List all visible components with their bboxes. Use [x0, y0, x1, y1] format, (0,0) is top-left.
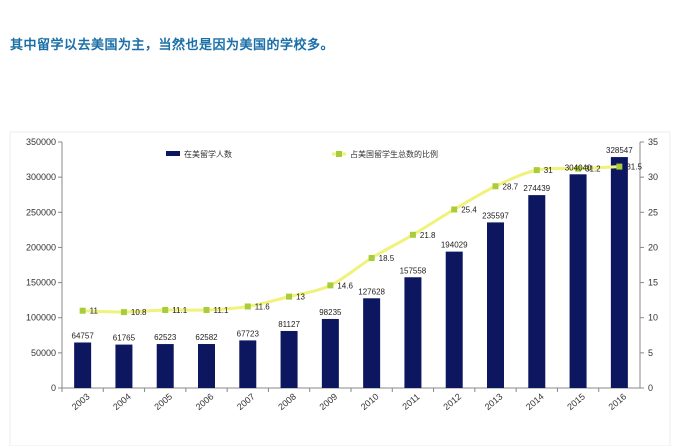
bar [239, 340, 257, 388]
bar [404, 277, 422, 388]
bar-value-label: 67723 [237, 329, 260, 338]
y-right-tick-label: 5 [648, 348, 653, 358]
bar-value-label: 304040 [565, 163, 592, 172]
bar [569, 174, 587, 388]
y-left-tick-label: 0 [51, 383, 56, 393]
y-right-tick-label: 10 [648, 313, 658, 323]
ratio-marker [120, 309, 127, 316]
bar-value-label: 64757 [72, 331, 95, 340]
ratio-marker [286, 293, 293, 300]
ratio-value-label: 25.4 [461, 205, 477, 214]
ratio-value-label: 13 [296, 293, 305, 302]
bar [445, 251, 463, 388]
ratio-value-label: 11.1 [214, 306, 230, 315]
ratio-marker [492, 183, 499, 190]
ratio-marker [368, 254, 375, 261]
bar [280, 330, 298, 388]
page-caption: 其中留学以去美国为主，当然也是因为美国的学校多。 [10, 38, 335, 53]
ratio-marker [616, 163, 623, 170]
ratio-marker [533, 167, 540, 174]
ratio-value-label: 21.8 [420, 231, 436, 240]
ratio-value-label: 31.2 [585, 165, 601, 174]
y-left-tick-label: 350000 [26, 137, 56, 147]
chart-frame [9, 131, 671, 446]
ratio-marker [162, 306, 169, 313]
y-right-tick-label: 25 [648, 207, 658, 217]
ratio-marker [244, 303, 251, 310]
ratio-value-label: 11 [90, 307, 99, 316]
bar [321, 318, 339, 388]
bar [115, 344, 133, 388]
y-left-tick-label: 250000 [26, 207, 56, 217]
bar-value-label: 127628 [358, 287, 385, 296]
ratio-value-label: 31.5 [626, 163, 642, 172]
ratio-marker [409, 231, 416, 238]
y-left-tick-label: 300000 [26, 172, 56, 182]
bar-value-label: 61765 [113, 334, 136, 343]
y-right-tick-label: 30 [648, 172, 658, 182]
legend-label-line: 占美国留学生总数的比例 [350, 149, 438, 159]
bar-value-label: 62582 [195, 333, 218, 342]
legend: 在美留学人数 占美国留学生总数的比例 [166, 149, 438, 159]
bar [363, 298, 381, 388]
bar-value-label: 274439 [523, 184, 550, 193]
bar-value-label: 98235 [319, 308, 342, 317]
line-series [79, 163, 623, 316]
y-right-tick-label: 15 [648, 278, 658, 288]
ratio-value-label: 11.6 [255, 302, 271, 311]
bar-value-label: 157558 [400, 266, 427, 275]
bar [198, 344, 215, 388]
ratio-marker [451, 206, 458, 213]
bar [156, 344, 174, 388]
ratio-value-label: 18.5 [379, 254, 395, 263]
y-left-tick-label: 200000 [26, 242, 56, 252]
bar [74, 342, 92, 388]
bar-value-label: 62523 [154, 333, 177, 342]
y-right-tick-label: 35 [648, 137, 658, 147]
y-left-tick-label: 50000 [31, 348, 56, 358]
ratio-marker [203, 306, 210, 313]
ratio-value-label: 31 [544, 166, 553, 175]
bar-value-label: 235597 [482, 211, 509, 220]
bar-value-label: 328547 [606, 146, 633, 155]
ratio-value-label: 28.7 [503, 182, 519, 191]
legend-label-bar: 在美留学人数 [184, 149, 232, 159]
bar-value-label: 81127 [278, 320, 300, 329]
bar-value-label: 194029 [441, 241, 468, 250]
ratio-value-label: 14.6 [337, 281, 353, 290]
legend-swatch-marker [336, 151, 342, 157]
bar [528, 195, 546, 388]
y-left-tick-label: 150000 [26, 278, 56, 288]
ratio-marker [79, 307, 86, 314]
y-right-tick-label: 0 [648, 383, 653, 393]
data-labels: 64757 61765 62523 62582 67723 81127 98235 12762… [72, 146, 643, 343]
bar [610, 157, 628, 388]
ratio-value-label: 10.8 [131, 308, 147, 317]
bar [487, 222, 504, 388]
legend-swatch-bar [166, 151, 180, 156]
y-right-tick-label: 20 [648, 242, 658, 252]
ratio-marker [575, 165, 582, 172]
y-left-tick-label: 100000 [26, 313, 56, 323]
ratio-marker [327, 282, 334, 289]
bar-series [74, 157, 628, 388]
ratio-value-label: 11.1 [172, 306, 188, 315]
ratio-line [82, 165, 620, 314]
